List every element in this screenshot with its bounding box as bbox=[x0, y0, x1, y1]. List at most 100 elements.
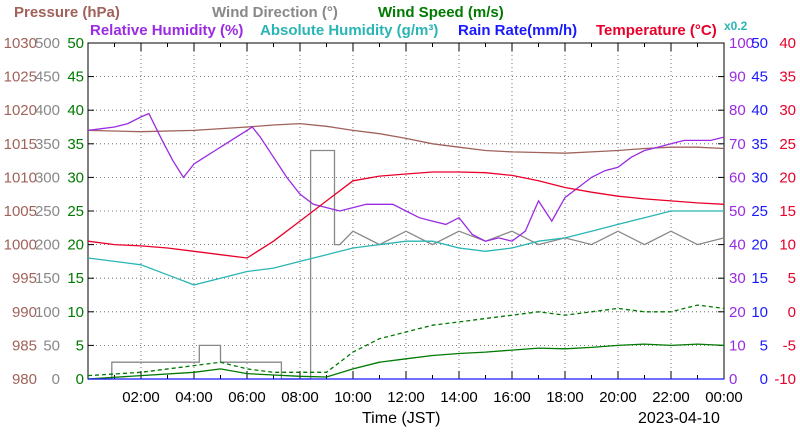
y-tick-wind-direction: 200 bbox=[35, 237, 60, 254]
y-tick-relative-humidity: 30 bbox=[729, 270, 746, 287]
series-wind_direction bbox=[88, 149, 725, 380]
grid bbox=[88, 43, 724, 379]
x-tick-label: 16:00 bbox=[493, 389, 531, 406]
y-tick-relative-humidity: 90 bbox=[729, 69, 746, 86]
y-tick-wind-speed: 25 bbox=[67, 203, 84, 220]
y-tick-wind-speed: 30 bbox=[67, 169, 84, 186]
y-tick-rain-rate: 25 bbox=[751, 203, 768, 220]
y-tick-wind-speed: 15 bbox=[67, 270, 84, 287]
legend-wind-direction: Wind Direction (°) bbox=[212, 4, 338, 21]
y-tick-rain-rate: 30 bbox=[751, 169, 768, 186]
y-tick-rain-rate: 50 bbox=[751, 35, 768, 52]
series-relative_humidity bbox=[87, 112, 725, 242]
y-tick-wind-direction: 100 bbox=[35, 304, 60, 321]
left-axes: 9809859909951000100510101015102010251030… bbox=[4, 35, 94, 388]
y-tick-temperature: 20 bbox=[779, 169, 796, 186]
x-tick-label: 02:00 bbox=[122, 389, 160, 406]
x-tick-label: 14:00 bbox=[440, 389, 478, 406]
y-tick-pressure: 1030 bbox=[4, 35, 37, 52]
y-tick-relative-humidity: 70 bbox=[729, 136, 746, 153]
x-tick-label: 12:00 bbox=[387, 389, 425, 406]
y-tick-pressure: 1015 bbox=[4, 136, 37, 153]
y-tick-relative-humidity: 50 bbox=[729, 203, 746, 220]
y-tick-wind-direction: 0 bbox=[52, 371, 60, 388]
legend-relative-humidity: Relative Humidity (%) bbox=[90, 22, 243, 39]
y-tick-wind-direction: 450 bbox=[35, 69, 60, 86]
legend-abs-humidity-scale: x0.2 bbox=[724, 19, 748, 33]
y-tick-pressure: 1025 bbox=[4, 69, 37, 86]
x-tick-label: 18:00 bbox=[546, 389, 584, 406]
y-tick-wind-speed: 20 bbox=[67, 237, 84, 254]
y-tick-rain-rate: 20 bbox=[751, 237, 768, 254]
y-tick-pressure: 995 bbox=[12, 270, 37, 287]
y-tick-wind-direction: 500 bbox=[35, 35, 60, 52]
y-tick-temperature: 25 bbox=[779, 136, 796, 153]
x-tick-label: 10:00 bbox=[334, 389, 372, 406]
legend-pressure: Pressure (hPa) bbox=[14, 4, 120, 21]
legend-rain-rate: Rain Rate(mm/h) bbox=[458, 22, 577, 39]
y-tick-temperature: 40 bbox=[779, 35, 796, 52]
y-tick-relative-humidity: 20 bbox=[729, 304, 746, 321]
y-tick-wind-direction: 300 bbox=[35, 169, 60, 186]
y-tick-relative-humidity: 10 bbox=[729, 337, 746, 354]
y-tick-temperature: 35 bbox=[779, 69, 796, 86]
y-tick-relative-humidity: 0 bbox=[729, 371, 737, 388]
chart-date: 2023-04-10 bbox=[638, 410, 720, 427]
legend-absolute-humidity: Absolute Humidity (g/m³) bbox=[260, 22, 438, 39]
y-tick-relative-humidity: 40 bbox=[729, 237, 746, 254]
series-temperature bbox=[87, 171, 725, 259]
y-tick-pressure: 1005 bbox=[4, 203, 37, 220]
y-tick-wind-speed: 10 bbox=[67, 304, 84, 321]
y-tick-pressure: 1020 bbox=[4, 102, 37, 119]
y-tick-temperature: 5 bbox=[788, 270, 796, 287]
y-tick-pressure: 990 bbox=[12, 304, 37, 321]
y-tick-rain-rate: 15 bbox=[751, 270, 768, 287]
y-tick-relative-humidity: 80 bbox=[729, 102, 746, 119]
series-wind_speed-gust bbox=[87, 304, 725, 377]
legend-wind-speed: Wind Speed (m/s) bbox=[378, 4, 504, 21]
y-tick-wind-speed: 40 bbox=[67, 102, 84, 119]
y-tick-pressure: 1000 bbox=[4, 237, 37, 254]
y-tick-rain-rate: 45 bbox=[751, 69, 768, 86]
x-tick-label: 00:00 bbox=[705, 389, 743, 406]
y-tick-rain-rate: 0 bbox=[760, 371, 768, 388]
x-axis-title: Time (JST) bbox=[362, 410, 441, 427]
x-tick-label: 22:00 bbox=[652, 389, 690, 406]
series-pressure bbox=[87, 122, 725, 154]
y-tick-wind-speed: 45 bbox=[67, 69, 84, 86]
y-tick-wind-direction: 150 bbox=[35, 270, 60, 287]
x-tick-label: 04:00 bbox=[175, 389, 213, 406]
y-tick-relative-humidity: 100 bbox=[729, 35, 754, 52]
y-tick-temperature: 30 bbox=[779, 102, 796, 119]
y-tick-wind-direction: 400 bbox=[35, 102, 60, 119]
y-tick-temperature: 0 bbox=[788, 304, 796, 321]
series-absolute_humidity bbox=[87, 210, 724, 286]
legend-temperature: Temperature (°C) bbox=[596, 22, 717, 39]
y-tick-temperature: -10 bbox=[774, 371, 796, 388]
y-tick-wind-speed: 50 bbox=[67, 35, 84, 52]
y-tick-relative-humidity: 60 bbox=[729, 169, 746, 186]
y-tick-temperature: 10 bbox=[779, 237, 796, 254]
right-axes: 0102030405060708090100051015202530354045… bbox=[718, 35, 796, 388]
y-tick-wind-speed: 0 bbox=[76, 371, 84, 388]
y-tick-temperature: 15 bbox=[779, 203, 796, 220]
y-tick-rain-rate: 40 bbox=[751, 102, 768, 119]
y-tick-wind-direction: 50 bbox=[43, 337, 60, 354]
series-layer bbox=[87, 112, 725, 380]
x-tick-label: 08:00 bbox=[281, 389, 319, 406]
y-tick-pressure: 985 bbox=[12, 337, 37, 354]
y-tick-wind-direction: 350 bbox=[35, 136, 60, 153]
y-tick-rain-rate: 5 bbox=[760, 337, 768, 354]
x-axis: 02:00 04:00 06:00 08:00 10:00 12:00 14:00 16:00… bbox=[87, 43, 743, 406]
x-tick-label: 06:00 bbox=[228, 389, 266, 406]
series-wind_speed bbox=[87, 343, 725, 380]
y-tick-wind-direction: 250 bbox=[35, 203, 60, 220]
y-tick-pressure: 980 bbox=[12, 371, 37, 388]
y-tick-temperature: -5 bbox=[783, 337, 796, 354]
x-tick-label: 20:00 bbox=[599, 389, 637, 406]
y-tick-wind-speed: 5 bbox=[76, 337, 84, 354]
y-tick-rain-rate: 10 bbox=[751, 304, 768, 321]
y-tick-wind-speed: 35 bbox=[67, 136, 84, 153]
y-tick-pressure: 1010 bbox=[4, 169, 37, 186]
